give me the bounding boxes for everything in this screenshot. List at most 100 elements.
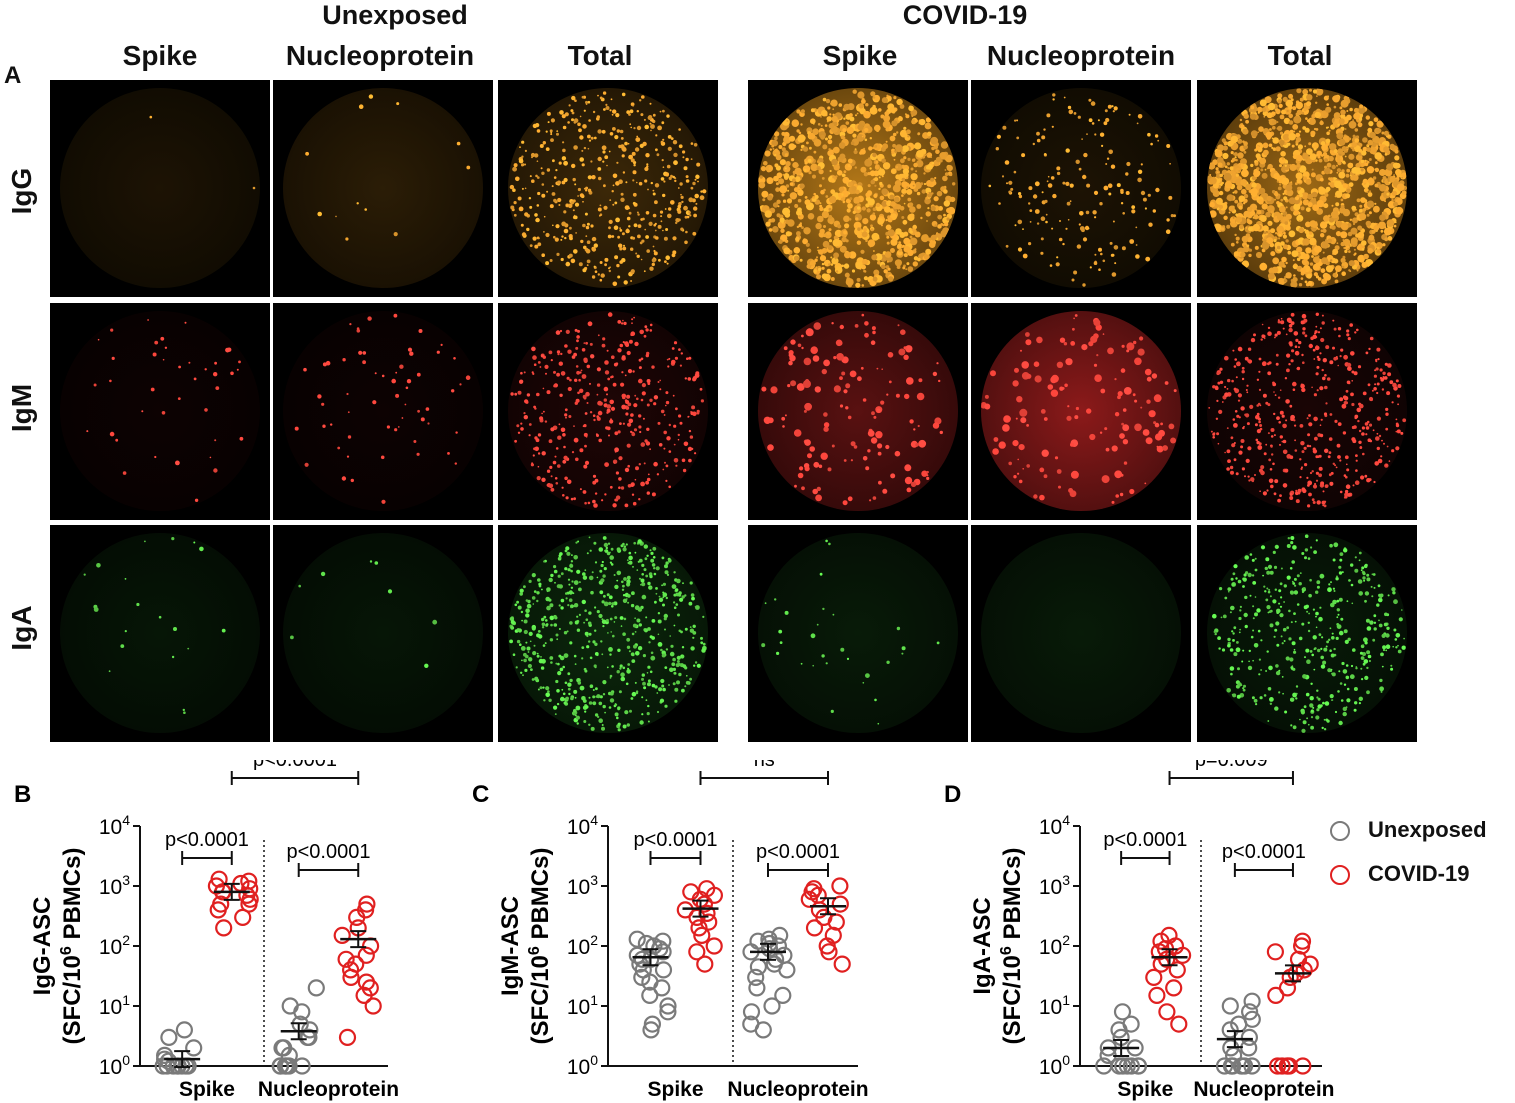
well-spot: [1288, 363, 1291, 366]
well-spot: [1170, 437, 1177, 444]
well-spot: [1283, 640, 1286, 642]
well-spot: [1295, 172, 1303, 180]
well-spot: [1285, 239, 1289, 243]
well-spot: [1391, 401, 1394, 404]
well-spot: [1292, 277, 1298, 283]
well-spot: [1266, 112, 1273, 119]
well-spot: [1019, 408, 1028, 417]
well-spot: [692, 377, 697, 382]
well-spot: [534, 436, 538, 440]
well-spot: [925, 211, 931, 217]
well-spot: [637, 539, 642, 544]
well-spot: [783, 173, 790, 179]
well-spot: [641, 391, 646, 396]
well-spot: [872, 104, 876, 109]
well-spot: [890, 168, 897, 175]
well-spot: [1356, 328, 1359, 332]
well-spot: [1237, 399, 1241, 402]
well-spot: [1275, 670, 1281, 676]
well-spot: [651, 683, 656, 688]
well-spot: [565, 597, 568, 600]
well-spot: [304, 462, 309, 467]
well-spot: [1338, 334, 1341, 338]
well-spot: [1337, 613, 1340, 616]
well-spot: [812, 355, 820, 362]
well-spot: [1348, 137, 1352, 141]
well-spot: [1233, 387, 1237, 391]
well-spot: [1263, 239, 1266, 242]
well-spot: [934, 176, 937, 180]
well-spot: [679, 421, 683, 425]
well-spot: [386, 425, 390, 429]
well-spot: [1304, 463, 1308, 467]
well-spot: [1300, 277, 1304, 280]
well-spot: [1078, 223, 1081, 226]
well-spot: [776, 172, 783, 179]
well-spot: [672, 667, 676, 671]
well-spot: [523, 658, 527, 663]
well-spot: [926, 180, 933, 187]
well-spot: [538, 237, 540, 240]
well-spot: [1386, 391, 1391, 396]
well-spot: [1227, 587, 1232, 591]
well-spot: [680, 630, 683, 634]
well-spot: [1034, 375, 1042, 383]
well-spot: [833, 164, 840, 171]
well-spot: [517, 605, 522, 610]
well-spot: [581, 374, 587, 379]
well-spot: [845, 198, 851, 204]
well-spot: [665, 228, 669, 231]
well-spot: [915, 170, 918, 173]
well-spot: [555, 447, 559, 450]
well-spot: [1308, 422, 1313, 427]
well-spot: [545, 623, 549, 626]
well-spot: [1012, 380, 1019, 387]
well-spot: [592, 689, 595, 691]
well-spot: [823, 188, 826, 192]
well-spot: [592, 701, 597, 706]
well-spot: [561, 235, 564, 238]
well-spot: [585, 186, 589, 190]
well-spot: [565, 416, 567, 419]
well-spot: [615, 495, 621, 500]
well-spot: [158, 615, 162, 619]
well-spot: [549, 259, 553, 262]
well-spot: [645, 353, 649, 358]
well-spot: [543, 615, 547, 619]
well-spot: [1244, 244, 1247, 248]
well-spot: [303, 367, 307, 372]
well-spot: [1017, 458, 1019, 461]
well-spot: [556, 252, 560, 256]
well-spot: [656, 473, 660, 476]
well-spot: [1304, 145, 1307, 148]
well-spot: [1280, 198, 1284, 202]
well-spot: [675, 407, 678, 411]
well-spot: [1272, 147, 1277, 151]
well-spot: [553, 614, 557, 619]
well-spot: [593, 418, 596, 422]
well-spot: [614, 616, 618, 620]
well-spot: [1322, 376, 1326, 381]
well-spot: [1269, 468, 1273, 471]
well-spot: [1340, 241, 1345, 247]
well-spot: [622, 422, 625, 425]
well-spot: [812, 196, 815, 199]
well-spot: [1107, 104, 1112, 109]
well-spot: [1006, 182, 1008, 185]
well-spot: [556, 130, 559, 132]
well-spot: [1301, 353, 1304, 357]
well-spot: [630, 126, 632, 129]
well-spot: [1266, 570, 1271, 575]
well-spot: [804, 170, 806, 173]
well-spot: [884, 206, 891, 213]
well-spot: [1357, 225, 1363, 231]
well-spot: [571, 111, 575, 115]
well-spot: [594, 713, 599, 717]
well-spot: [772, 226, 779, 233]
well-spot: [877, 260, 881, 265]
well-spot: [822, 240, 830, 248]
well-spot: [835, 339, 843, 347]
well-spot: [1381, 388, 1385, 391]
well-spot: [1034, 209, 1040, 214]
well-spot: [1370, 398, 1373, 402]
